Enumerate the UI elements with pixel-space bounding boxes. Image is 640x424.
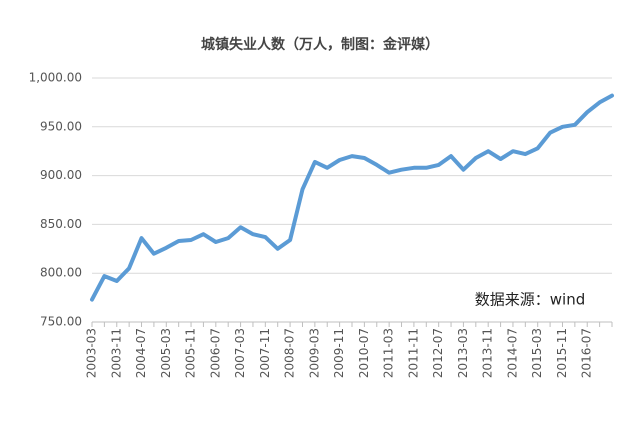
x-tick-label: 2007-03 [233,328,247,378]
x-tick-label: 2005-11 [184,328,198,378]
x-tick-label: 2015-03 [530,328,544,378]
x-tick-label: 2013-11 [481,328,495,378]
x-tick-label: 2003-11 [109,328,123,378]
x-tick-label: 2015-11 [555,328,569,378]
y-tick-label: 900.00 [40,168,82,182]
x-tick-label: 2011-11 [406,328,420,378]
y-tick-label: 750.00 [40,315,82,329]
x-tick-label: 2009-03 [307,328,321,378]
x-tick-label: 2007-11 [258,328,272,378]
y-tick-label: 850.00 [40,217,82,231]
data-line [90,93,614,302]
y-tick-label: 1,000.00 [29,71,82,85]
x-tick-label: 2012-07 [431,328,445,378]
x-tick-label: 2011-03 [382,328,396,378]
x-tick-label: 2006-07 [208,328,222,378]
x-tick-label: 2003-03 [85,328,99,378]
x-tick-label: 2013-03 [456,328,470,378]
x-tick-label: 2014-07 [505,328,519,378]
y-tick-label: 800.00 [40,266,82,280]
x-tick-label: 2016-07 [580,328,594,378]
x-tick-label: 2008-07 [283,328,297,378]
x-tick-label: 2010-07 [357,328,371,378]
x-tick-label: 2005-03 [159,328,173,378]
x-tick-label: 2004-07 [134,328,148,378]
y-tick-label: 950.00 [40,119,82,133]
annotation: 数据来源：wind [475,291,585,309]
x-tick-label: 2009-11 [332,328,346,378]
chart-title: 城镇失业人数（万人，制图：金评媒） [201,36,439,53]
